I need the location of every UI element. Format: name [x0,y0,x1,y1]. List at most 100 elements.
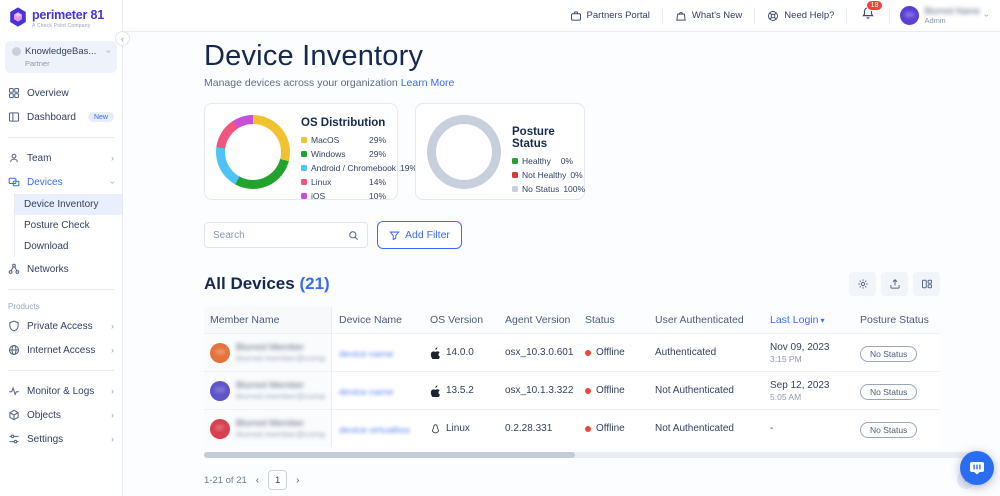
previous-page-button[interactable]: ‹ [255,474,260,486]
column-header-user-authenticated[interactable]: User Authenticated [655,314,744,326]
sidebar: perimeter 81 A Check Point Company Knowl… [0,0,123,496]
apple-icon [430,384,440,397]
legend-item: Not Healthy 0% [512,170,583,180]
sidebar-item-label: Settings [27,433,64,445]
divider [8,289,114,290]
sidebar-item-objects[interactable]: Objects › [0,403,122,427]
device-name-link[interactable]: device-name [339,386,394,398]
legend-item: Linux 14% [301,177,386,187]
column-header-last-login[interactable]: Last Login ▾ [770,314,825,326]
sidebar-item-label: Dashboard [27,111,76,123]
chat-widget-button[interactable] [960,451,994,485]
divider [754,7,756,24]
sidebar-item-monitor-logs[interactable]: Monitor & Logs › [0,379,122,403]
os-distribution-donut-chart [216,114,290,189]
table-header-row: Member Name Device Name OS Version Agent… [204,307,940,333]
org-type: Partner [25,59,50,68]
sidebar-item-dashboard[interactable]: Dashboard New [0,105,122,129]
agent-version: 0.2.28.331 [505,423,553,434]
sliders-icon [9,434,19,444]
chevron-right-icon: › [111,433,114,444]
horizontal-scrollbar[interactable] [204,452,975,458]
summary-cards: OS Distribution MacOS 29% Windows 29% Andr… [204,103,1000,201]
column-header-os-version[interactable]: OS Version [430,314,484,326]
scrollbar-thumb[interactable] [204,452,575,458]
table-row[interactable]: CD Blurred Member blurred.member@company… [204,371,940,409]
chevron-right-icon: › [111,152,114,163]
sidebar-item-devices[interactable]: Devices › [0,170,122,194]
sidebar-item-device-inventory[interactable]: Device Inventory [15,194,122,215]
whats-new-button[interactable]: What's New [663,10,754,22]
table-settings-button[interactable] [849,272,876,296]
legend-item: Android / Chromebook 19% [301,163,417,173]
device-name-link[interactable]: device-virtualbox [339,424,411,436]
member-name: Blurred Member [236,342,305,353]
export-button[interactable] [881,272,908,296]
table-row[interactable]: EF Blurred Member blurred.member@company… [204,409,940,447]
sidebar-item-overview[interactable]: Overview [0,81,122,105]
add-filter-button[interactable]: Add Filter [377,221,462,249]
org-selector[interactable]: KnowledgeBas... › Partner [5,41,117,73]
sidebar-collapse-button[interactable]: ‹ [115,31,130,46]
column-header-member-name[interactable]: Member Name [204,307,332,333]
sidebar-item-label: Monitor & Logs [27,385,95,397]
sidebar-item-networks[interactable]: Networks [0,257,122,281]
topbar: Partners Portal What's New Need Help? 18… [123,0,1000,32]
columns-layout-button[interactable] [913,272,940,296]
table-row[interactable]: AB Blurred Member blurred.member@company… [204,333,940,371]
network-icon [8,263,20,274]
sidebar-item-settings[interactable]: Settings › [0,427,122,451]
learn-more-link[interactable]: Learn More [400,77,455,89]
posture-status-badge: No Status [860,345,918,362]
column-header-posture-status[interactable]: Posture Status [860,314,929,326]
column-header-status[interactable]: Status [585,314,615,326]
chevron-down-icon: › [108,180,118,184]
briefcase-icon [570,10,581,21]
user-authenticated: Not Authenticated [655,423,734,434]
search-box [204,222,368,248]
column-header-agent-version[interactable]: Agent Version [505,314,571,326]
sidebar-item-private-access[interactable]: Private Access › [0,314,122,338]
posture-status-badge: No Status [860,383,918,400]
sidebar-item-internet-access[interactable]: Internet Access › [0,338,122,362]
column-header-device-name[interactable]: Device Name [339,314,403,326]
status: Offline [596,385,625,396]
apple-icon [430,346,440,359]
notifications-button[interactable]: 18 [847,0,889,25]
partners-portal-button[interactable]: Partners Portal [558,10,662,22]
globe-icon [8,344,20,356]
user-menu[interactable]: BN Blurred Name Admin › [890,6,994,25]
sidebar-item-label: Devices [27,176,63,188]
sidebar-item-label: Private Access [27,320,93,332]
last-login-date: Sep 12, 2023 [770,379,830,391]
logo-subtitle: A Check Point Company [32,23,91,29]
export-icon [889,279,900,289]
sidebar-item-posture-check[interactable]: Posture Check [24,220,90,231]
os-version: Linux [446,423,470,434]
offline-status-dot [585,425,591,432]
sidebar-item-label: Team [27,152,52,164]
last-login-date: - [770,422,774,434]
avatar: EF [210,418,230,439]
need-help-button[interactable]: Need Help? [755,10,846,22]
sidebar-item-label: Internet Access [27,344,96,356]
new-badge: New [87,112,114,122]
search-input[interactable] [213,229,348,241]
sidebar-item-team[interactable]: Team › [0,146,122,170]
devices-header: All Devices (21) [204,272,940,296]
next-page-button[interactable]: › [296,474,300,486]
chevron-right-icon: › [111,385,114,396]
member-name: Blurred Member [236,380,305,391]
sidebar-item-download[interactable]: Download [24,241,69,252]
main-area: Partners Portal What's New Need Help? 18… [123,0,1000,496]
user-name: Blurred Name [924,6,980,16]
current-page[interactable]: 1 [268,470,288,490]
logo[interactable]: perimeter 81 A Check Point Company [0,0,122,33]
device-name-link[interactable]: device-name [339,348,394,360]
bag-icon [676,11,686,21]
os-version: 13.5.2 [446,385,474,396]
offline-status-dot [585,349,591,356]
divider [661,7,663,24]
logo-title: perimeter 81 [32,8,104,22]
